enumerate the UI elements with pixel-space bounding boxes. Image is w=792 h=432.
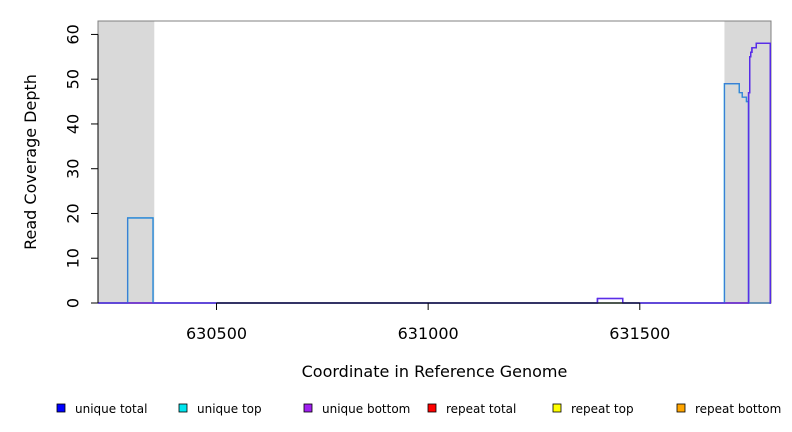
legend: unique total unique top unique bottom repea… [56,402,781,416]
series-unique-bottom-overlay [98,42,771,304]
series-unique-top-overlay [98,83,771,304]
legend-label: unique top [197,402,262,416]
y-tick-label: 30 [64,159,83,179]
y-tick-label: 50 [64,69,83,89]
legend-label: repeat top [571,402,634,416]
series-lines [98,42,771,304]
y-tick-label: 20 [64,203,83,223]
y-tick-label: 60 [64,24,83,44]
x-tick-label: 630500 [186,324,247,343]
legend-swatch [676,403,686,413]
legend-swatch [178,403,188,413]
y-tick-label: 10 [64,248,83,268]
axes: 0 10 20 30 40 50 60 630500 631000 631500 [64,24,671,343]
y-tick-label: 0 [64,298,83,308]
plot-frame [97,20,772,304]
shaded-regions [98,21,771,303]
series-unique-bottom [98,42,771,304]
x-tick-label: 631000 [398,324,459,343]
legend-item-unique-bottom: unique bottom [303,402,410,416]
shaded-region-0 [98,21,155,303]
x-axis-label: Coordinate in Reference Genome [302,362,568,381]
shaded-region-1 [724,21,771,303]
x-tick-label: 631500 [609,324,670,343]
legend-swatch [303,403,313,413]
series-unique-top [98,83,771,304]
legend-item-repeat-bottom: repeat bottom [676,402,781,416]
legend-item-unique-top: unique top [178,402,262,416]
legend-item-repeat-total: repeat total [427,402,516,416]
legend-swatch [552,403,562,413]
y-tick-label: 40 [64,114,83,134]
series-unique-total [98,42,771,304]
legend-item-unique-total: unique total [56,402,147,416]
legend-item-repeat-top: repeat top [552,402,634,416]
legend-swatch [56,403,66,413]
legend-swatch [427,403,437,413]
legend-label: repeat total [446,402,516,416]
y-axis-label: Read Coverage Depth [21,74,40,250]
legend-label: repeat bottom [695,402,781,416]
legend-label: unique total [75,402,147,416]
legend-label: unique bottom [322,402,410,416]
